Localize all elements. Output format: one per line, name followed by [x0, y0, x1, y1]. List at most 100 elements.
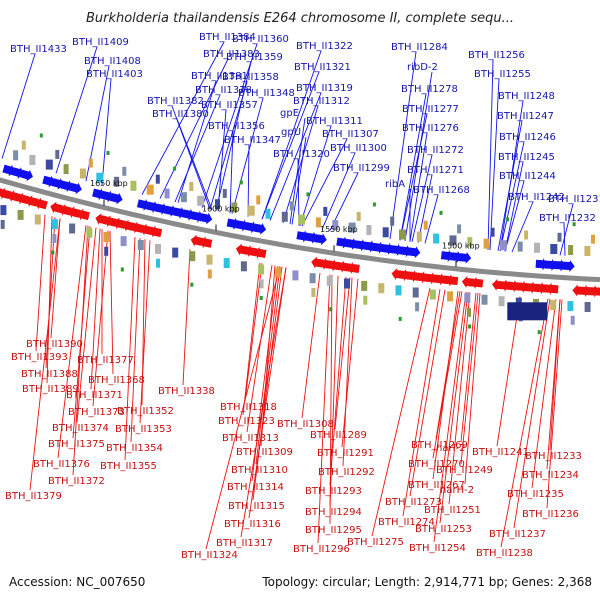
forward-gene-label[interactable]: BTH_II1357: [201, 100, 258, 111]
reverse-gene-label[interactable]: BTH_II1373: [68, 407, 125, 418]
forward-gene-label[interactable]: BTH_II1231: [548, 194, 600, 205]
forward-gene-label[interactable]: gpE: [280, 108, 299, 119]
forward-gene-label[interactable]: BTH_II1321: [294, 62, 351, 73]
forward-gene-label[interactable]: BTH_II1320: [273, 149, 330, 160]
forward-gene-label[interactable]: BTH_II1409: [72, 37, 129, 48]
reverse-gene-label[interactable]: BTH_II1368: [88, 375, 145, 386]
reverse-gene-label[interactable]: BTH_II1293: [305, 486, 362, 497]
reverse-gene-label[interactable]: BTH_II1379: [5, 491, 62, 502]
reverse-gene-label[interactable]: BTH_II1372: [48, 476, 105, 487]
forward-gene-label[interactable]: BTH_II1277: [402, 104, 459, 115]
forward-gene-label[interactable]: BTH_II1272: [407, 145, 464, 156]
forward-gene-label[interactable]: BTH_II1278: [401, 84, 458, 95]
forward-gene-label[interactable]: BTH_II1383: [203, 49, 260, 60]
reverse-gene-label[interactable]: BTH_II1291: [317, 448, 374, 459]
reverse-gene-label[interactable]: narI-2: [436, 443, 466, 454]
reverse-gene-label[interactable]: BTH_II1270: [408, 459, 465, 470]
forward-gene-label[interactable]: BTH_II1384: [199, 32, 256, 43]
reverse-gene-label[interactable]: BTH_II1371: [66, 390, 123, 401]
forward-gene-label[interactable]: BTH_II1381: [191, 71, 248, 82]
forward-gene-label[interactable]: ribA: [385, 179, 405, 190]
forward-gene-label[interactable]: BTH_II1247: [497, 111, 554, 122]
reverse-gene-label[interactable]: BTH_II1273: [385, 497, 442, 508]
forward-gene-label[interactable]: BTH_II1246: [499, 132, 556, 143]
reverse-gene-label[interactable]: BTH_II1296: [293, 544, 350, 555]
reverse-gene-label[interactable]: BTH_II1316: [224, 519, 281, 530]
reverse-gene-label[interactable]: BTH_II1313: [222, 433, 279, 444]
forward-gene-label[interactable]: BTH_II1378: [195, 85, 252, 96]
reverse-gene-label[interactable]: BTH_II1393: [11, 352, 68, 363]
forward-gene-label[interactable]: BTH_II1408: [84, 56, 141, 67]
reverse-gene-label[interactable]: BTH_II1274: [378, 517, 435, 528]
reverse-gene-label[interactable]: BTH_II1353: [115, 424, 172, 435]
forward-gene-label[interactable]: BTH_II1271: [407, 165, 464, 176]
forward-gene-label[interactable]: BTH_II1360: [232, 34, 289, 45]
reverse-gene-label[interactable]: BTH_II1310: [231, 465, 288, 476]
forward-gene-label[interactable]: BTH_II1382: [147, 96, 204, 107]
reverse-gene-label[interactable]: BTH_II1269: [411, 440, 468, 451]
forward-gene-label[interactable]: gpU: [281, 127, 301, 138]
reverse-gene-label[interactable]: BTH_II1352: [117, 406, 174, 417]
reverse-gene-label[interactable]: BTH_II1267: [408, 480, 465, 491]
reverse-gene-label[interactable]: BTH_II1318: [220, 402, 277, 413]
forward-gene-label[interactable]: BTH_II1242: [508, 192, 565, 203]
reverse-gene-label[interactable]: BTH_II1234: [522, 470, 579, 481]
reverse-gene-label[interactable]: BTH_II1308: [277, 419, 334, 430]
forward-gene-label[interactable]: BTH_II1255: [474, 69, 531, 80]
reverse-gene-label[interactable]: BTH_II1374: [52, 423, 109, 434]
reverse-gene-label[interactable]: BTH_II1390: [26, 339, 83, 350]
forward-gene-label[interactable]: BTH_II1307: [322, 129, 379, 140]
reverse-gene-label[interactable]: BTH_II1294: [305, 507, 362, 518]
reverse-gene-label[interactable]: BTH_II1354: [106, 443, 163, 454]
forward-gene-label[interactable]: BTH_II1284: [391, 42, 448, 53]
reverse-gene-label[interactable]: BTH_II1324: [181, 550, 238, 561]
forward-gene-label[interactable]: BTH_II1300: [330, 143, 387, 154]
reverse-gene-label[interactable]: BTH_II1237: [489, 529, 546, 540]
reverse-gene-label[interactable]: BTH_II1309: [236, 447, 293, 458]
forward-gene-label[interactable]: BTH_II1380: [152, 109, 209, 120]
reverse-gene-label[interactable]: BTH_II1314: [227, 482, 284, 493]
reverse-gene-label[interactable]: BTH_II1375: [48, 439, 105, 450]
forward-gene-label[interactable]: BTH_II1248: [498, 91, 555, 102]
reverse-gene-label[interactable]: BTH_II1253: [415, 524, 472, 535]
forward-gene-label[interactable]: BTH_II1312: [293, 96, 350, 107]
reverse-gene-label[interactable]: BTH_II1292: [318, 467, 375, 478]
forward-gene-label[interactable]: BTH_II1244: [499, 171, 556, 182]
reverse-gene-label[interactable]: BTH_II1236: [522, 509, 579, 520]
forward-gene-label[interactable]: BTH_II1359: [226, 52, 283, 63]
reverse-gene-label[interactable]: BTH_II1317: [216, 538, 273, 549]
forward-gene-label[interactable]: BTH_II1322: [296, 41, 353, 52]
forward-gene-label[interactable]: BTH_II1319: [296, 83, 353, 94]
forward-gene-label[interactable]: BTH_II1356: [208, 121, 265, 132]
reverse-gene-label[interactable]: BTH_II1388: [21, 369, 78, 380]
forward-gene-label[interactable]: ribD-2: [407, 62, 438, 73]
forward-gene-label[interactable]: BTH_II1245: [498, 152, 555, 163]
forward-gene-label[interactable]: BTH_II1299: [333, 163, 390, 174]
reverse-gene-label[interactable]: BTH_II1249: [436, 465, 493, 476]
forward-gene-label[interactable]: BTH_II1311: [306, 116, 363, 127]
forward-gene-label[interactable]: BTH_II1232: [539, 213, 596, 224]
reverse-gene-label[interactable]: BTH_II1389: [22, 384, 79, 395]
reverse-gene-label[interactable]: BTH_II1241: [472, 447, 529, 458]
reverse-gene-label[interactable]: BTH_II1315: [228, 501, 285, 512]
forward-gene-label[interactable]: BTH_II1347: [224, 135, 281, 146]
reverse-gene-label[interactable]: BTH_II1376: [33, 459, 90, 470]
forward-gene-label[interactable]: BTH_II1276: [402, 123, 459, 134]
reverse-gene-label[interactable]: BTH_II1355: [100, 461, 157, 472]
reverse-gene-label[interactable]: BTH_II1251: [424, 505, 481, 516]
forward-gene-label[interactable]: BTH_II1403: [86, 69, 143, 80]
forward-gene-label[interactable]: BTH_II1433: [10, 44, 67, 55]
forward-gene-label[interactable]: BTH_II1358: [222, 72, 279, 83]
reverse-gene-label[interactable]: BTH_II1289: [310, 430, 367, 441]
forward-gene-label[interactable]: BTH_II1256: [468, 50, 525, 61]
reverse-gene-label[interactable]: BTH_II1338: [158, 386, 215, 397]
forward-gene-label[interactable]: BTH_II1268: [413, 185, 470, 196]
reverse-gene-label[interactable]: BTH_II1377: [77, 355, 134, 366]
reverse-gene-label[interactable]: BTH_II1254: [409, 543, 466, 554]
reverse-gene-label[interactable]: BTH_II1295: [305, 525, 362, 536]
reverse-gene-label[interactable]: narH-2: [440, 485, 474, 496]
reverse-gene-label[interactable]: BTH_II1235: [507, 489, 564, 500]
reverse-gene-label[interactable]: BTH_II1323: [218, 416, 275, 427]
reverse-gene-label[interactable]: BTH_II1233: [525, 451, 582, 462]
reverse-gene-label[interactable]: BTH_II1275: [347, 537, 404, 548]
